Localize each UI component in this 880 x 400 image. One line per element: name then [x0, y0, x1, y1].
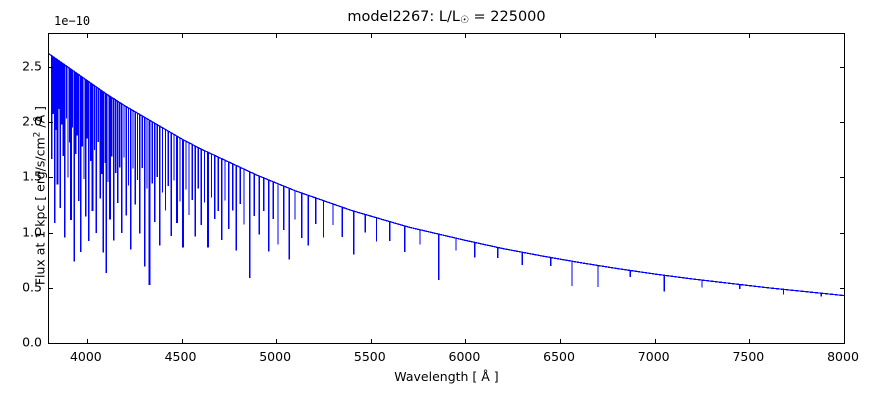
- y-tick-mark: [840, 122, 844, 124]
- y-tick-mark: [840, 287, 844, 289]
- y-label-post: /Å ]: [32, 106, 48, 132]
- y-label-exponent: 2: [32, 131, 43, 138]
- page-title: model2267: L/L☉ = 225000: [48, 9, 845, 26]
- y-tick-label: 1.0: [22, 224, 42, 240]
- x-tick-mark: [370, 339, 372, 343]
- x-tick-mark: [654, 339, 656, 343]
- x-tick-label: 4000: [69, 349, 102, 364]
- y-tick-label: 0.0: [22, 334, 42, 350]
- title-subscript-sun: ☉: [459, 15, 469, 26]
- y-tick-mark: [840, 67, 844, 69]
- x-tick-mark: [560, 339, 562, 343]
- y-axis-label: Flux at 1 kpc [ erg/s/cm2 /Å ]: [32, 36, 47, 356]
- x-tick-mark: [844, 34, 845, 38]
- spectrum-series: [51, 55, 822, 297]
- x-tick-mark: [276, 339, 278, 343]
- x-tick-label: 4500: [164, 349, 197, 364]
- x-tick-mark: [181, 339, 183, 343]
- title-prefix: model2267: L/L: [347, 9, 460, 25]
- x-tick-mark: [276, 34, 278, 38]
- x-tick-mark: [370, 34, 372, 38]
- x-tick-mark: [465, 34, 467, 38]
- x-tick-mark: [465, 339, 467, 343]
- plot-axes: [48, 33, 845, 344]
- x-tick-label: 5000: [259, 349, 292, 364]
- x-tick-label: 5500: [353, 349, 386, 364]
- x-tick-mark: [86, 34, 88, 38]
- x-tick-label: 6500: [543, 349, 575, 364]
- y-tick-mark: [49, 122, 53, 124]
- x-tick-mark: [749, 34, 751, 38]
- x-tick-mark: [181, 34, 183, 38]
- x-tick-label: 7000: [637, 349, 670, 364]
- x-tick-mark: [86, 339, 88, 343]
- spectrum-envelope: [49, 53, 844, 297]
- x-tick-label: 7500: [732, 349, 765, 364]
- y-label-pre: Flux at 1 kpc [ erg/s/cm: [32, 137, 48, 286]
- spectrum-plot-svg: [49, 53, 844, 297]
- y-tick-mark: [49, 343, 53, 344]
- y-tick-mark: [49, 67, 53, 69]
- x-axis-label: Wavelength [ Å ]: [394, 369, 499, 384]
- y-tick-mark: [840, 232, 844, 234]
- y-tick-label: 2.5: [22, 58, 42, 74]
- x-tick-mark: [749, 339, 751, 343]
- x-tick-label: 8000: [827, 349, 859, 364]
- x-tick-mark: [654, 34, 656, 38]
- x-tick-label: 6000: [448, 349, 481, 364]
- x-tick-mark: [844, 339, 845, 343]
- y-tick-mark: [49, 177, 53, 179]
- y-axis-offset-text: 1e−10: [54, 14, 91, 28]
- y-tick-mark: [49, 287, 53, 289]
- y-tick-label: 1.5: [22, 168, 42, 184]
- title-suffix: = 225000: [468, 9, 546, 25]
- y-tick-mark: [840, 177, 844, 179]
- y-tick-mark: [840, 343, 844, 344]
- y-tick-label: 0.5: [22, 279, 42, 295]
- x-tick-mark: [560, 34, 562, 38]
- y-tick-mark: [49, 232, 53, 234]
- y-tick-label: 2.0: [22, 113, 42, 129]
